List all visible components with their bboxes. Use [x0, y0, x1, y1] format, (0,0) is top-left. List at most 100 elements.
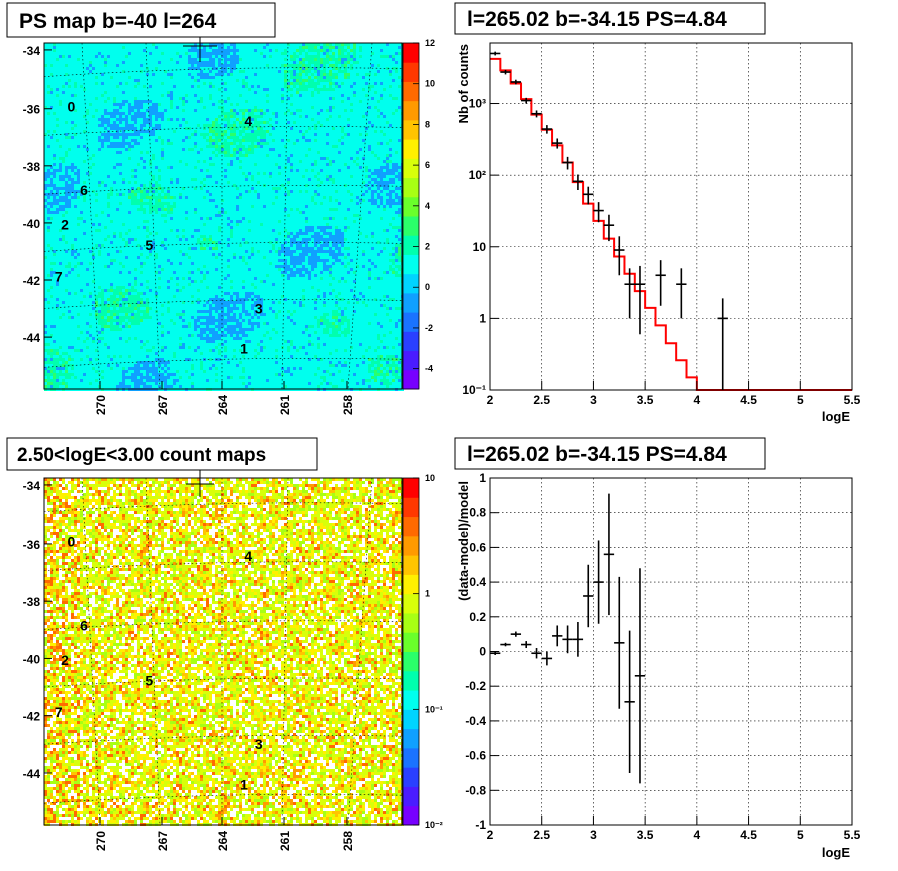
map-y-tick-label: -34	[23, 44, 41, 58]
colorbar-band	[403, 786, 419, 806]
residual-x-label: logE	[822, 845, 850, 860]
residual-title: l=265.02 b=-34.15 PS=4.84	[467, 443, 727, 466]
colorbar-band	[403, 729, 419, 749]
countmap-title: 2.50<logE<3.00 count maps	[17, 445, 266, 466]
map-x-tick-label: 270	[94, 395, 108, 415]
spectrum-x-tick-label: 5.5	[844, 393, 861, 407]
spectrum-x-tick-label: 2	[487, 393, 494, 407]
spectrum-x-tick-label: 2.5	[533, 393, 550, 407]
residual-x-tick-label: 5.5	[844, 828, 861, 842]
residual-x-tick-label: 2	[487, 828, 494, 842]
colorbar-band	[403, 652, 419, 672]
spectrum-x-tick-label: 4.5	[740, 393, 757, 407]
source-label-7: 7	[55, 269, 63, 285]
source-label-5: 5	[145, 237, 153, 253]
residual-y-tick-label: -0.6	[465, 749, 486, 763]
map-y-tick-label: -36	[23, 538, 41, 552]
map-x-tick-label: 261	[278, 831, 292, 851]
source-label-0: 0	[67, 98, 75, 114]
colorbar-band	[403, 671, 419, 691]
colorbar-band	[403, 690, 419, 710]
source-label-3: 3	[255, 300, 263, 316]
residual-x-tick-label: 3	[590, 828, 597, 842]
colorbar-band	[403, 81, 419, 101]
residual-grid	[490, 478, 852, 825]
map-x-tick-label: 270	[94, 831, 108, 851]
residual-y-tick-label: -0.8	[465, 783, 486, 797]
spectrum-x-tick-label: 4	[694, 393, 701, 407]
map-y-tick-label: -40	[23, 652, 41, 666]
psmap-title: PS map b=-40 l=264	[19, 10, 217, 33]
colorbar-band	[403, 497, 419, 517]
colorbar-band	[403, 351, 419, 371]
source-label-6: 6	[80, 182, 88, 198]
colorbar-band	[403, 216, 419, 236]
colorbar-band	[403, 235, 419, 255]
source-label-2: 2	[61, 652, 69, 668]
source-label-6: 6	[80, 617, 88, 633]
spectrum-frame	[490, 43, 852, 390]
colorbar-band	[403, 331, 419, 351]
colorbar-band	[403, 370, 419, 390]
spectrum-y-tick-label: 10	[473, 240, 487, 254]
psmap-colorbar	[403, 43, 419, 390]
countmap-colorbar	[403, 478, 419, 826]
map-y-tick-label: -42	[23, 710, 41, 724]
residual-y-tick-label: 0	[479, 645, 486, 659]
residual-panel: 2 2.5 3 3.5 4 4.5 5 5.5 10.80.60.40.20-0.2-0.4-…	[455, 438, 861, 860]
colorbar-tick-label: 6	[425, 160, 430, 170]
spectrum-x-label: logE	[822, 409, 850, 424]
colorbar-tick-label: 10	[425, 473, 435, 483]
source-label-2: 2	[61, 217, 69, 233]
source-label-0: 0	[67, 534, 75, 550]
colorbar-tick-label: 4	[425, 201, 430, 211]
colorbar-tick-label: 10⁻¹	[425, 704, 443, 714]
residual-x-tick-label: 2.5	[533, 828, 550, 842]
residual-y-label: (data-model)/model	[456, 481, 471, 601]
spectrum-data-points	[490, 52, 728, 390]
spectrum-y-label: Nb of counts	[456, 44, 471, 123]
source-label-1: 1	[240, 777, 248, 793]
map-x-tick-label: 261	[278, 395, 292, 415]
residual-y-tick-label: 1	[479, 471, 486, 485]
colorbar-band	[403, 478, 419, 498]
colorbar-band	[403, 806, 419, 826]
map-y-tick-label: -40	[23, 217, 41, 231]
colorbar-band	[403, 613, 419, 633]
residual-x-ticks: 2 2.5 3 3.5 4 4.5 5 5.5	[487, 816, 861, 842]
spectrum-y-tick-label: 1	[479, 311, 486, 325]
spectrum-title: l=265.02 b=-34.15 PS=4.84	[467, 8, 727, 31]
map-y-tick-label: -38	[23, 595, 41, 609]
colorbar-band	[403, 178, 419, 198]
source-label-7: 7	[55, 704, 63, 720]
residual-y-tick-label: -0.2	[465, 679, 486, 693]
colorbar-band	[403, 574, 419, 594]
map-y-tick-label: -38	[23, 160, 41, 174]
spectrum-grid	[490, 43, 852, 390]
colorbar-band	[403, 517, 419, 537]
colorbar-band	[403, 632, 419, 652]
psmap-heatmap	[44, 43, 404, 391]
colorbar-band	[403, 254, 419, 274]
residual-x-tick-label: 4	[694, 828, 701, 842]
colorbar-band	[403, 293, 419, 313]
model-step-line	[490, 59, 852, 390]
residual-x-tick-label: 5	[797, 828, 804, 842]
residual-x-tick-label: 4.5	[740, 828, 757, 842]
map-x-tick-label: 258	[341, 831, 355, 851]
psmap-panel: -34-36-38-40-42-44 270 267 264 261 258 12108…	[7, 3, 435, 415]
map-y-tick-label: -34	[23, 479, 41, 493]
residual-y-tick-label: 0.8	[469, 506, 486, 520]
residual-y-tick-label: 0.6	[469, 540, 486, 554]
map-y-tick-label: -44	[23, 331, 41, 345]
countmap-heatmap	[44, 478, 404, 826]
spectrum-x-tick-label: 3.5	[637, 393, 654, 407]
colorbar-tick-label: 10⁻²	[425, 820, 443, 830]
map-y-tick-label: -36	[23, 103, 41, 117]
source-label-1: 1	[240, 341, 248, 357]
source-label-4: 4	[244, 548, 252, 564]
map-x-tick-label: 267	[156, 395, 170, 415]
spectrum-model-line	[490, 59, 852, 390]
spectrum-x-tick-label: 5	[797, 393, 804, 407]
